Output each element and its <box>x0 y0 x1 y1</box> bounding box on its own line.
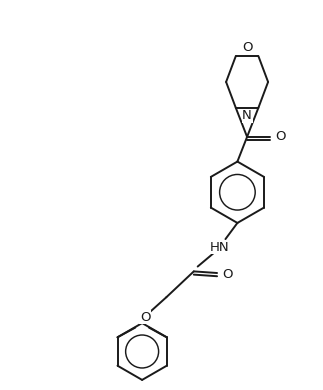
Text: O: O <box>242 41 252 55</box>
Text: HN: HN <box>210 241 229 254</box>
Text: O: O <box>140 311 151 324</box>
Text: O: O <box>275 130 286 144</box>
Text: O: O <box>222 268 233 281</box>
Text: N: N <box>242 110 252 122</box>
